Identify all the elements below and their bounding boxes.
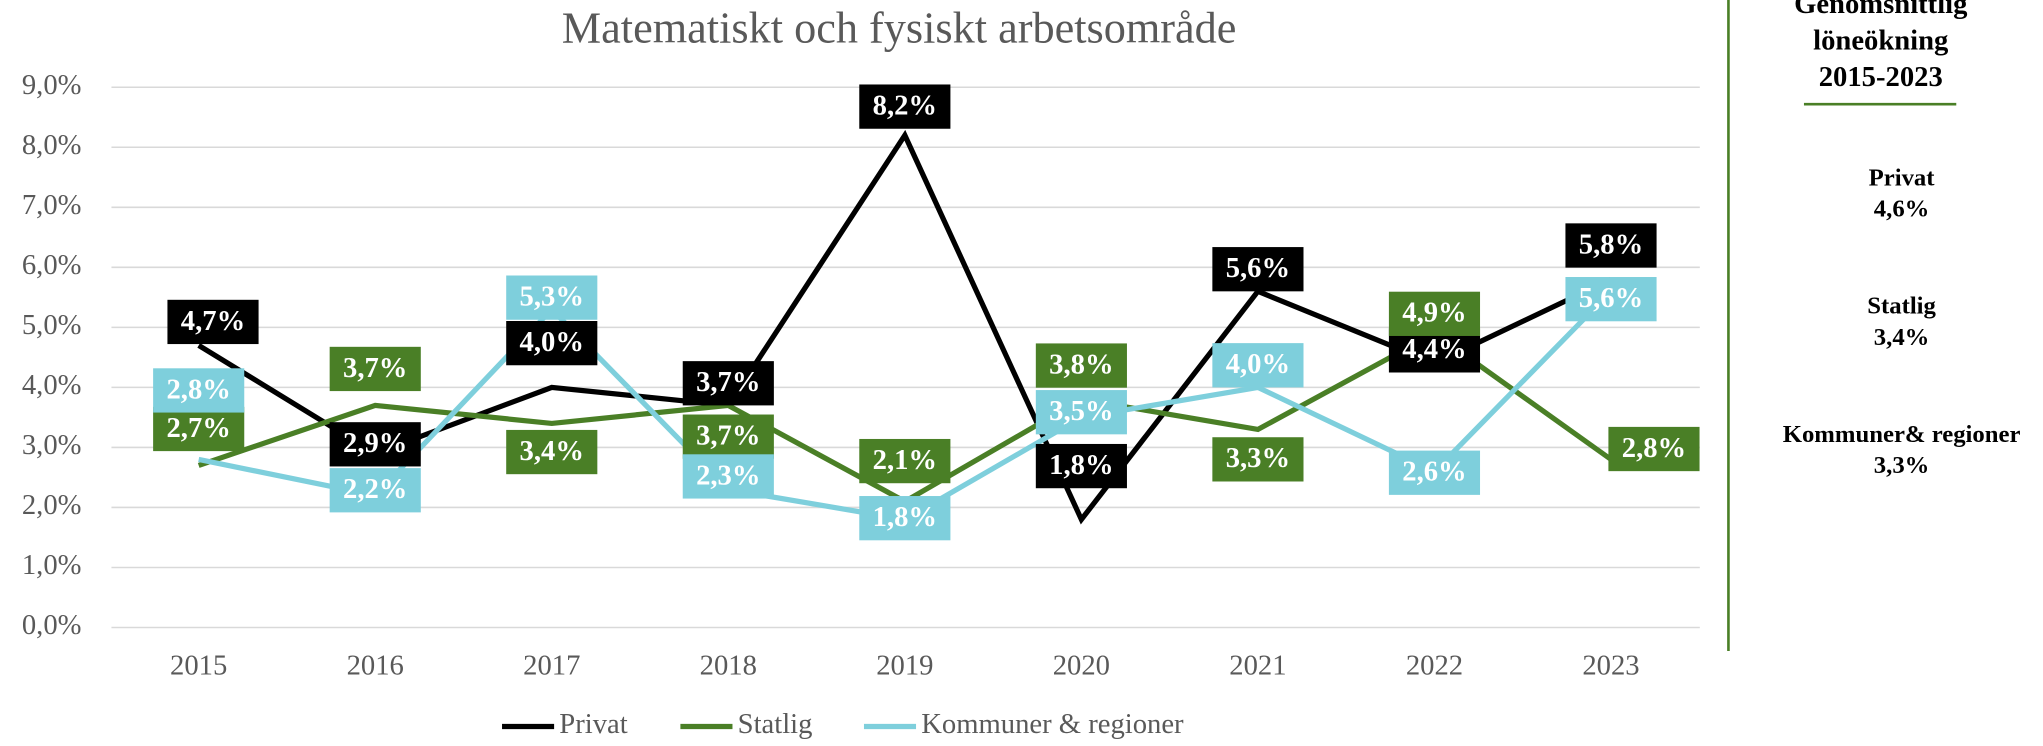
- data-label: 2,9%: [343, 427, 407, 459]
- x-tick-label: 2016: [347, 649, 404, 681]
- data-label-box: [1212, 437, 1304, 482]
- legend-label: Statlig: [738, 708, 813, 740]
- data-label-box: [329, 468, 421, 513]
- y-tick-label: 4,0%: [22, 369, 82, 401]
- data-label-box: [506, 429, 598, 475]
- data-label: 2,2%: [343, 473, 407, 505]
- data-label-box: [859, 438, 951, 484]
- y-tick-label: 2,0%: [22, 489, 82, 521]
- data-label-box: [859, 496, 951, 541]
- data-label: 2,3%: [696, 459, 760, 491]
- y-tick-label: 9,0%: [22, 69, 82, 101]
- y-tick-label: 1,0%: [22, 549, 82, 581]
- x-tick-label: 2015: [170, 649, 227, 681]
- data-label-box: [1212, 343, 1304, 388]
- side-item-value: 3,3%: [1874, 452, 1930, 479]
- data-label-box: [1035, 443, 1127, 489]
- data-label-box: [682, 361, 774, 406]
- data-label: 5,6%: [1226, 252, 1290, 284]
- data-label-box: [1608, 426, 1700, 472]
- data-label-box: [506, 275, 598, 320]
- data-label-box: [506, 320, 598, 366]
- data-label-box: [153, 368, 245, 413]
- data-label: 2,8%: [166, 373, 230, 405]
- x-tick-label: 2020: [1053, 649, 1110, 681]
- data-label: 3,3%: [1226, 442, 1290, 474]
- data-label: 5,3%: [520, 281, 584, 313]
- x-tick-label: 2022: [1406, 649, 1463, 681]
- data-label: 1,8%: [1049, 449, 1113, 481]
- x-tick-label: 2017: [523, 649, 580, 681]
- y-tick-label: 7,0%: [22, 189, 82, 221]
- data-label: 2,7%: [166, 412, 230, 444]
- x-tick-label: 2021: [1229, 649, 1286, 681]
- data-label-box: [329, 422, 421, 467]
- data-label: 3,4%: [520, 435, 584, 467]
- y-tick-label: 0,0%: [22, 609, 82, 641]
- x-tick-label: 2023: [1582, 649, 1639, 681]
- data-label: 3,7%: [343, 352, 407, 384]
- data-label-box: [1388, 291, 1481, 336]
- data-label-box: [1212, 247, 1304, 292]
- y-tick-label: 8,0%: [22, 129, 82, 161]
- y-tick-label: 6,0%: [22, 249, 82, 281]
- data-label-box: [1565, 277, 1657, 322]
- data-label: 3,7%: [696, 366, 760, 398]
- side-item-name: Kommuner& regioner: [1783, 421, 2021, 448]
- data-label: 4,4%: [1402, 333, 1466, 365]
- y-tick-label: 3,0%: [22, 429, 82, 461]
- side-item-value: 4,6%: [1874, 196, 1930, 223]
- side-item-name: Statlig: [1867, 293, 1936, 320]
- data-label: 8,2%: [873, 89, 937, 121]
- data-label-box: [1035, 390, 1127, 435]
- chart-title: Matematiskt och fysiskt arbetsområde: [562, 4, 1237, 53]
- legend-label: Privat: [559, 708, 627, 740]
- data-label-box: [329, 346, 421, 392]
- data-label: 4,9%: [1402, 297, 1466, 329]
- y-tick-label: 5,0%: [22, 309, 82, 341]
- data-label: 2,1%: [873, 444, 937, 476]
- data-label: 2,8%: [1622, 432, 1686, 464]
- side-title: 2015-2023: [1819, 61, 1943, 93]
- data-label: 3,5%: [1049, 395, 1113, 427]
- data-label-box: [1565, 223, 1657, 268]
- data-label: 3,8%: [1049, 348, 1113, 380]
- data-label-box: [1035, 343, 1127, 388]
- data-label: 3,7%: [696, 420, 760, 452]
- data-label-box: [682, 454, 774, 499]
- data-label: 4,0%: [1226, 348, 1290, 380]
- data-label-box: [682, 414, 774, 459]
- side-title: Genomsnittlig: [1794, 0, 1968, 20]
- side-title: löneökning: [1813, 25, 1949, 57]
- data-label: 5,8%: [1579, 228, 1643, 260]
- x-tick-label: 2019: [876, 649, 933, 681]
- legend-label: Kommuner & regioner: [921, 708, 1184, 740]
- side-item-value: 3,4%: [1874, 324, 1930, 351]
- data-label-box: [153, 406, 245, 452]
- x-tick-label: 2018: [700, 649, 757, 681]
- data-label: 5,6%: [1579, 282, 1643, 314]
- data-label: 2,6%: [1402, 456, 1466, 488]
- data-label-box: [167, 299, 259, 345]
- data-label: 4,0%: [520, 326, 584, 358]
- data-label: 4,7%: [181, 305, 245, 337]
- side-item-name: Privat: [1869, 164, 1936, 191]
- data-label: 1,8%: [873, 501, 937, 533]
- data-label-box: [1388, 450, 1481, 495]
- data-label-box: [859, 84, 951, 129]
